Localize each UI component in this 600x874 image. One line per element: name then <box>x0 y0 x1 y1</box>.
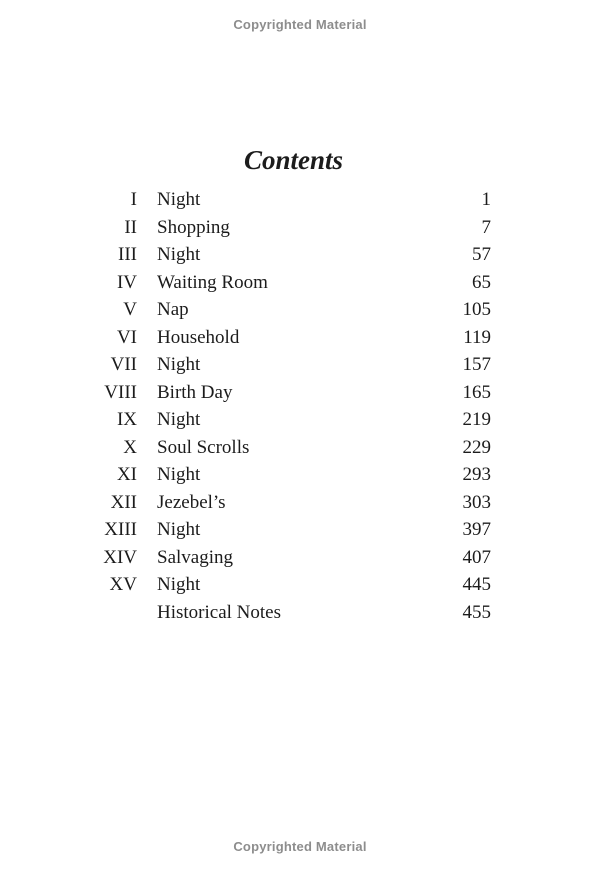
chapter-title: Soul Scrolls <box>157 436 250 458</box>
toc-entry: XI Night 293 <box>96 461 491 489</box>
toc-entry: XIII Night 397 <box>96 516 491 544</box>
chapter-numeral: II <box>124 216 137 238</box>
table-of-contents: I Night 1 II Shopping 7 III Night 57 IV … <box>96 186 491 626</box>
chapter-numeral: X <box>123 436 137 458</box>
toc-entry: IV Waiting Room 65 <box>96 269 491 297</box>
toc-entry: XV Night 445 <box>96 571 491 599</box>
chapter-numeral: VI <box>116 326 137 348</box>
chapter-page-number: 105 <box>462 299 492 320</box>
toc-entry: X Soul Scrolls 229 <box>96 434 491 462</box>
chapter-title: Night <box>157 354 201 375</box>
chapter-page-number: 119 <box>463 326 491 348</box>
toc-entry: XIV Salvaging 407 <box>96 544 491 572</box>
chapter-page-number: 1 <box>481 189 492 210</box>
toc-entry: VIII Birth Day 165 <box>96 379 491 407</box>
chapter-page-number: 157 <box>462 354 492 375</box>
chapter-page-number: 165 <box>462 381 492 403</box>
chapter-title: Birth Day <box>157 381 233 403</box>
chapter-numeral: VII <box>110 354 137 375</box>
chapter-title: Historical Notes <box>157 601 282 623</box>
chapter-title: Salvaging <box>157 546 233 568</box>
chapter-numeral: XV <box>109 574 137 595</box>
chapter-numeral: XI <box>116 464 137 485</box>
chapter-numeral: IV <box>116 271 137 293</box>
chapter-title: Shopping <box>157 216 230 238</box>
chapter-numeral: III <box>118 244 137 265</box>
page-title: Contents <box>243 145 344 176</box>
toc-entry: XII Jezebel’s 303 <box>96 489 491 517</box>
chapter-page-number: 397 <box>462 519 492 540</box>
chapter-numeral: I <box>130 189 137 210</box>
toc-entry: VII Night 157 <box>96 351 491 379</box>
chapter-page-number: 407 <box>462 546 492 568</box>
toc-entry: III Night 57 <box>96 241 491 269</box>
chapter-page-number: 65 <box>472 271 491 293</box>
chapter-page-number: 303 <box>462 491 492 513</box>
toc-entry: Historical Notes 455 <box>96 599 491 627</box>
chapter-numeral: IX <box>116 409 137 430</box>
toc-entry: V Nap 105 <box>96 296 491 324</box>
chapter-title: Night <box>157 409 201 430</box>
chapter-page-number: 57 <box>472 244 491 265</box>
chapter-page-number: 293 <box>462 464 492 485</box>
chapter-numeral: VIII <box>104 381 137 403</box>
toc-entry: VI Household 119 <box>96 324 491 352</box>
chapter-title: Night <box>157 574 201 595</box>
toc-entry: II Shopping 7 <box>96 214 491 242</box>
chapter-title: Night <box>157 464 201 485</box>
chapter-numeral: XIV <box>103 546 137 568</box>
chapter-page-number: 445 <box>462 574 492 595</box>
chapter-numeral: XII <box>110 491 137 513</box>
chapter-title: Night <box>157 244 201 265</box>
copyright-banner-bottom: Copyrighted Material <box>233 839 367 854</box>
chapter-title: Jezebel’s <box>157 491 226 513</box>
toc-entry: I Night 1 <box>96 186 491 214</box>
chapter-title: Night <box>157 519 201 540</box>
copyright-banner-top: Copyrighted Material <box>233 17 367 32</box>
chapter-page-number: 455 <box>462 601 492 623</box>
chapter-page-number: 219 <box>462 409 492 430</box>
chapter-title: Household <box>157 326 240 348</box>
chapter-title: Night <box>157 189 201 210</box>
chapter-page-number: 229 <box>462 436 492 458</box>
chapter-numeral: V <box>123 299 137 320</box>
chapter-title: Nap <box>157 299 189 320</box>
chapter-title: Waiting Room <box>157 271 268 293</box>
chapter-page-number: 7 <box>481 216 492 238</box>
chapter-numeral: XIII <box>104 519 137 540</box>
toc-entry: IX Night 219 <box>96 406 491 434</box>
